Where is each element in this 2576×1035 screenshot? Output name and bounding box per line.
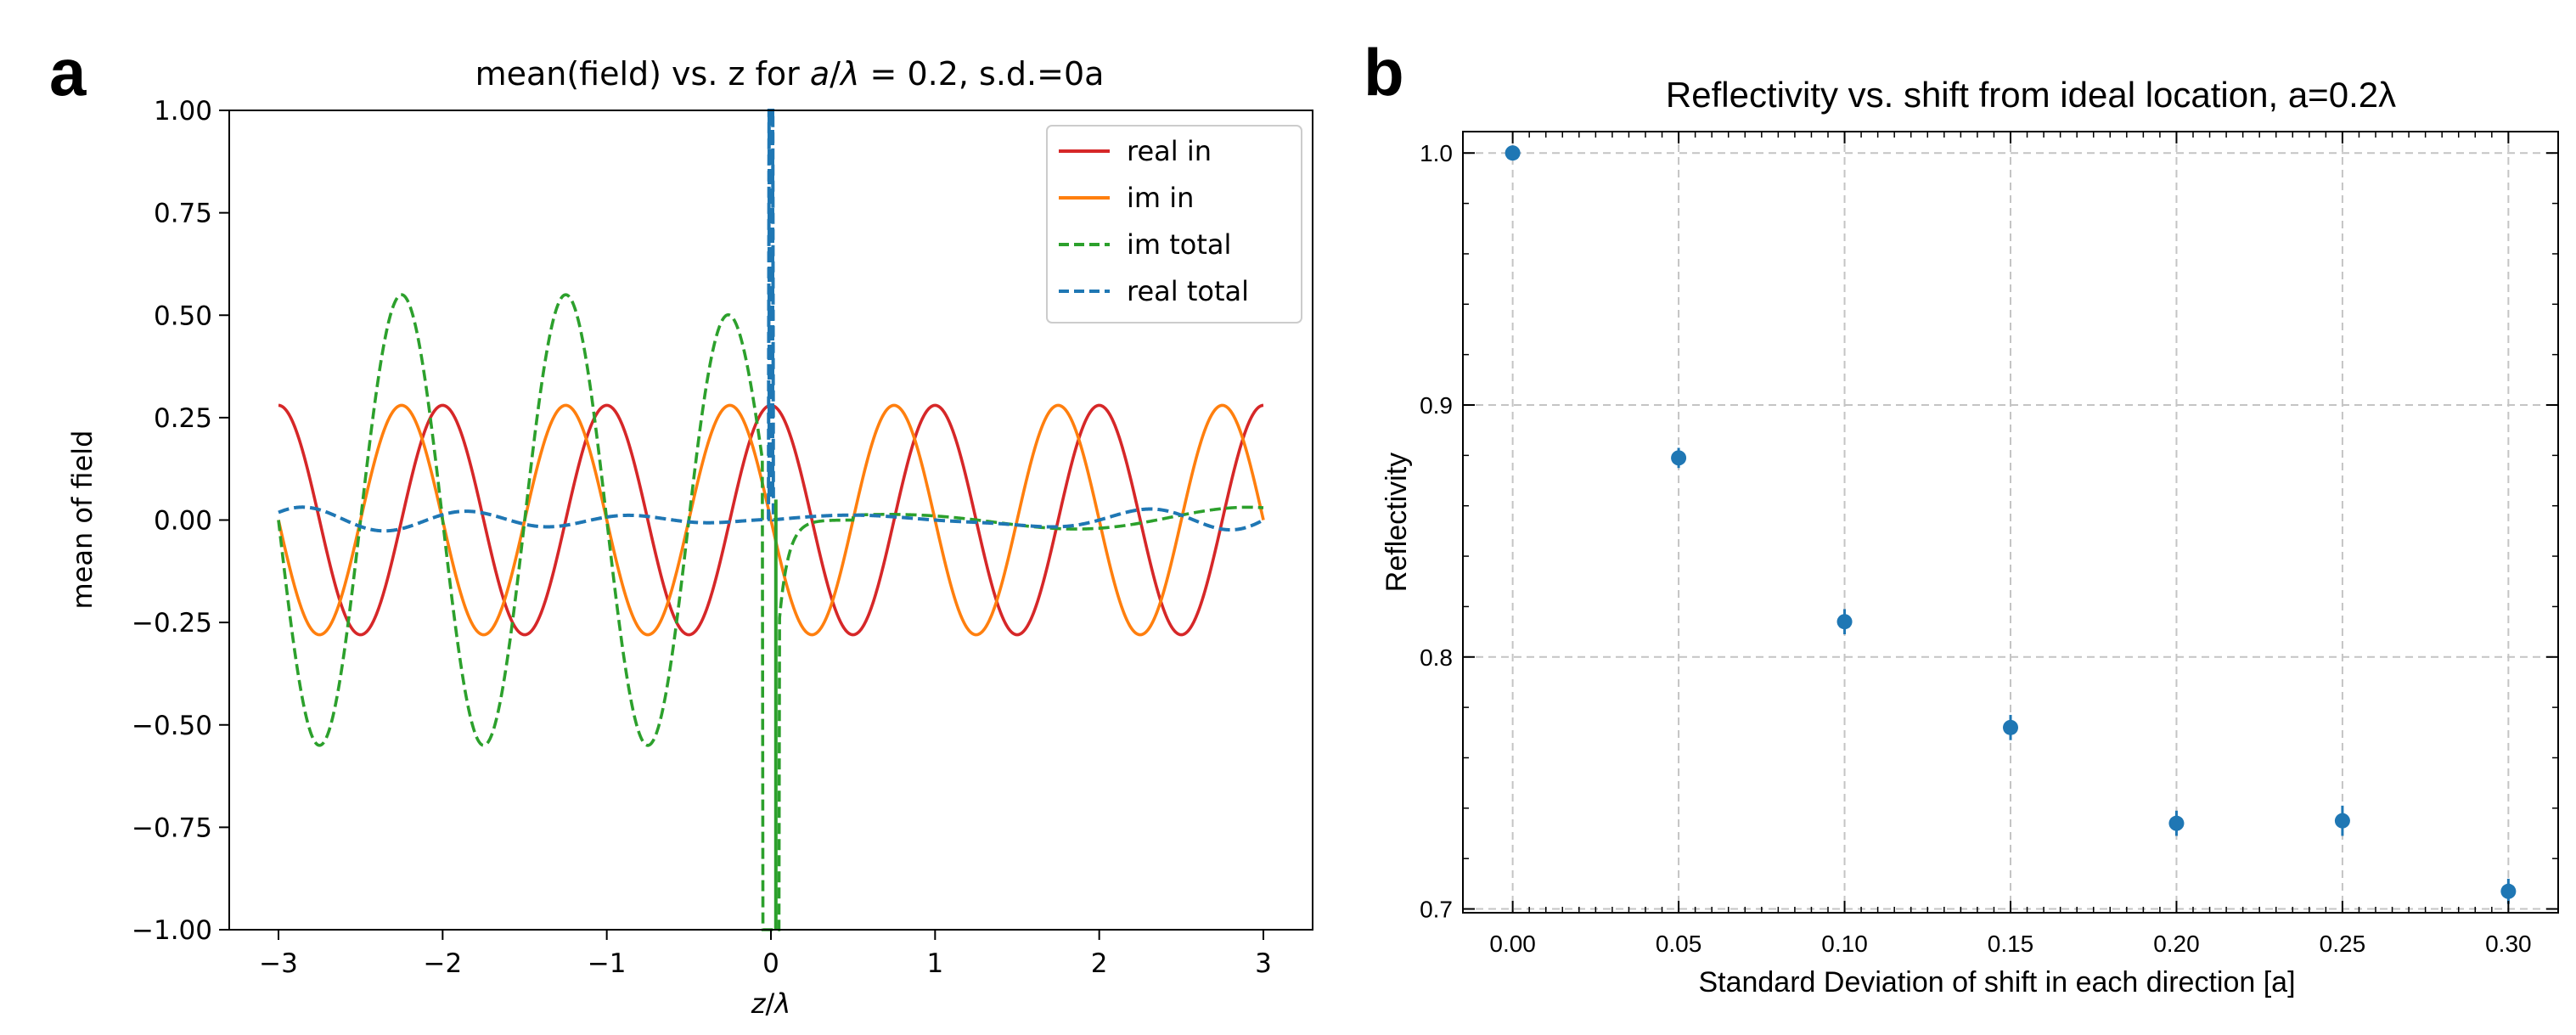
legend-label: real in	[1127, 135, 1212, 167]
legend-label: im total	[1127, 228, 1231, 261]
y-tick-label: 0.00	[154, 506, 212, 537]
x-tick-label: −3	[259, 948, 298, 979]
y-tick-label: 0.50	[154, 301, 212, 331]
x-tick-label: 0.15	[1988, 931, 2034, 957]
chart-b: Reflectivity vs. shift from ideal locati…	[1381, 75, 2559, 998]
y-tick-label: 0.25	[154, 403, 212, 434]
y-tick-label: 0.8	[1420, 644, 1453, 671]
x-tick-label: 0.20	[2153, 931, 2200, 957]
chart-b-points	[1505, 145, 2517, 904]
chart-a-legend: real in im in im total real total	[1046, 125, 1302, 323]
x-tick-label: 1	[926, 948, 943, 979]
chart-a-title: mean(field) vs. z for a/λ = 0.2, s.d.=0a	[475, 55, 1105, 93]
data-point	[1836, 614, 1853, 630]
x-tick-label: 0.05	[1656, 931, 1702, 957]
chart-b-xlabel: Standard Deviation of shift in each dire…	[1698, 966, 2295, 998]
chart-a-ylabel: mean of field	[66, 430, 98, 610]
y-tick-label: 1.0	[1420, 140, 1453, 166]
x-tick-label: 3	[1255, 948, 1272, 979]
chart-b-title: Reflectivity vs. shift from ideal locati…	[1666, 75, 2396, 115]
chart-a: mean(field) vs. z for a/λ = 0.2, s.d.=0a…	[66, 55, 1313, 1020]
data-point	[2500, 883, 2517, 899]
data-point	[1505, 145, 1521, 161]
y-tick-label: 1.00	[154, 96, 212, 127]
data-point	[2168, 815, 2185, 831]
chart-b-ticks: 0.00 0.05 0.10 0.15 0.20 0.25 0.30 0.7 0.8 0.9 1.0	[1420, 132, 2558, 957]
y-tick-label: 0.75	[154, 199, 212, 229]
x-tick-label: 0.30	[2485, 931, 2532, 957]
legend-box	[1046, 125, 1302, 323]
data-point	[2003, 719, 2018, 735]
panel-letter-b: b	[1364, 35, 1404, 110]
y-tick-label: −0.75	[132, 813, 212, 843]
x-tick-label: 2	[1091, 948, 1108, 979]
panel-letter-a: a	[49, 35, 87, 110]
y-tick-label: 0.7	[1420, 897, 1453, 923]
y-tick-label: −0.50	[132, 711, 212, 741]
y-tick-label: −0.25	[132, 608, 212, 638]
x-tick-label: 0	[762, 948, 779, 979]
x-tick-label: 0.00	[1489, 931, 1536, 957]
chart-a-xlabel: z/λ	[751, 987, 791, 1020]
x-tick-label: 0.10	[1821, 931, 1868, 957]
data-point	[2334, 813, 2350, 829]
x-tick-label: 0.25	[2320, 931, 2366, 957]
x-tick-label: −1	[588, 948, 627, 979]
y-tick-label: −1.00	[132, 915, 212, 946]
chart-b-ylabel: Reflectivity	[1381, 453, 1413, 592]
legend-label: im in	[1127, 182, 1194, 214]
chart-b-grid	[1463, 132, 2558, 913]
chart-a-ticks: −3 −2 −1 0 1 2 3 −1.00 −0.75 −0.50 −0.25 0.00 0.25 0.…	[132, 96, 1272, 979]
y-tick-label: 0.9	[1420, 392, 1453, 419]
legend-label: real total	[1127, 275, 1249, 307]
x-tick-label: −2	[423, 948, 462, 979]
data-point	[1671, 450, 1687, 466]
